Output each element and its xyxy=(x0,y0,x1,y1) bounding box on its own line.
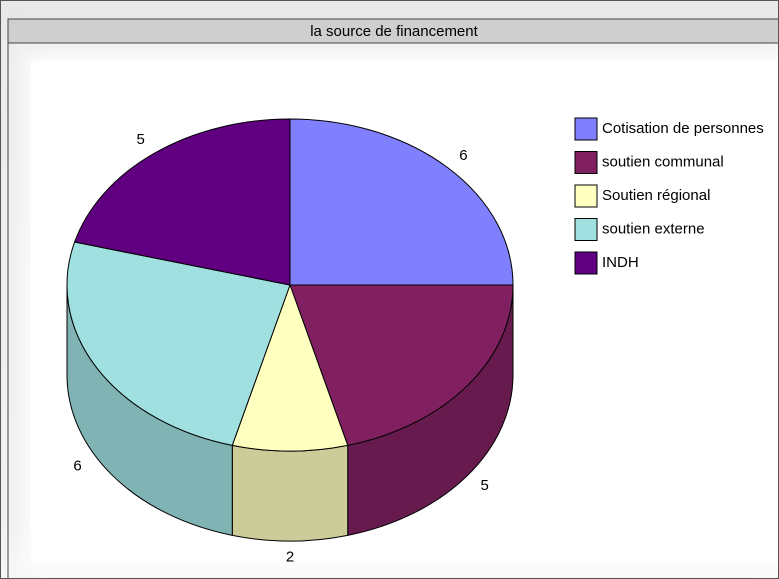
title-bar xyxy=(7,18,778,44)
legend-label: soutien externe xyxy=(602,220,705,237)
legend-label: Cotisation de personnes xyxy=(602,120,764,137)
data-label: 5 xyxy=(480,477,488,494)
pie-slice xyxy=(289,118,514,286)
pie-slice xyxy=(289,284,514,446)
data-label: 5 xyxy=(136,131,144,148)
legend-label: INDH xyxy=(602,254,639,271)
pie-slice-side xyxy=(231,444,349,542)
legend-label: soutien communal xyxy=(602,153,724,170)
legend-swatch xyxy=(574,151,598,174)
chart-title: la source de financement xyxy=(310,23,478,40)
legend-swatch xyxy=(574,251,598,275)
legend-label: Soutien régional xyxy=(602,187,710,204)
pie-slice xyxy=(231,283,349,452)
data-label: 2 xyxy=(286,549,294,566)
data-label: 6 xyxy=(459,147,467,164)
legend-swatch xyxy=(574,218,598,241)
data-label: 6 xyxy=(73,457,81,474)
legend-swatch xyxy=(574,117,598,141)
legend-swatch xyxy=(574,184,598,208)
pie-slice xyxy=(73,118,291,286)
pie-slice xyxy=(66,241,291,446)
